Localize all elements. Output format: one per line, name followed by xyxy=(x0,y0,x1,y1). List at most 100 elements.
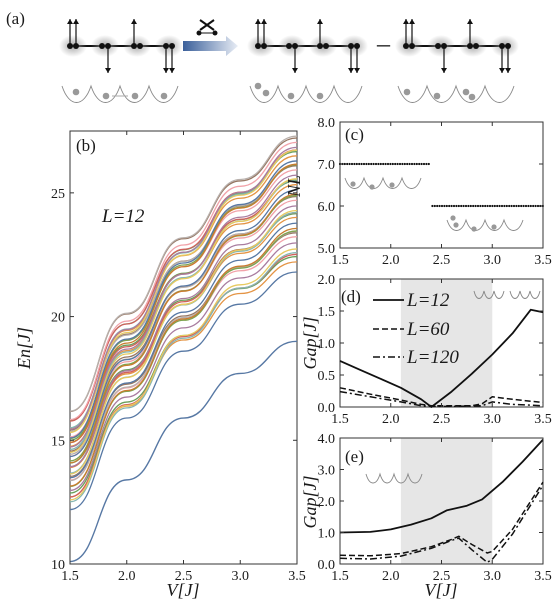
particle xyxy=(433,92,441,100)
energy-level-line xyxy=(69,209,298,475)
x-tick-label: 3.5 xyxy=(534,412,552,427)
nl-data-point xyxy=(488,204,492,208)
particle xyxy=(287,92,295,100)
nl-data-point xyxy=(448,204,451,208)
energy-level-line xyxy=(69,174,298,448)
nl-data-point xyxy=(431,204,434,208)
x-tick-label: 2.5 xyxy=(433,253,451,268)
energy-level-line xyxy=(69,146,298,430)
energy-level-line xyxy=(69,227,298,487)
x-tick-label: 3.0 xyxy=(232,569,250,584)
panel-d-label: (d) xyxy=(341,287,361,306)
gap-curve xyxy=(339,438,544,534)
x-tick-label: 3.5 xyxy=(534,253,552,268)
nl-data-point xyxy=(496,204,499,208)
spin-up-arrow-head xyxy=(67,19,73,24)
x-tick-label: 2.5 xyxy=(433,412,451,427)
nl-data-point xyxy=(410,162,414,166)
particle xyxy=(72,88,80,96)
inset-particle xyxy=(369,184,375,190)
nl-data-point xyxy=(391,162,394,166)
nl-data-point xyxy=(425,162,428,166)
nl-data-point xyxy=(379,162,382,166)
panel-b-energy-spectrum: (b) L=12 En[J] V[J] 1.5 2.0 2.5 3.0 3.5 10 15 2… xyxy=(14,130,306,600)
panel-e-label: (e) xyxy=(345,447,364,466)
panel-d-ylabel: Gap[J] xyxy=(300,317,320,370)
x-tick-label: 1.5 xyxy=(331,253,349,268)
spin-up-arrow-head xyxy=(255,19,261,24)
nl-data-point xyxy=(534,204,537,208)
nl-data-point xyxy=(420,162,423,166)
panel-b-frame xyxy=(69,130,298,565)
inset-particle xyxy=(471,226,477,232)
panel-c-particle-number: (c) NL 1.5 2.0 2.5 3.0 3.5 5.0 6.0 7.0 8.0 xyxy=(284,116,552,268)
legend-l12-label: L=12 xyxy=(406,290,450,311)
nl-data-point xyxy=(348,162,351,166)
nl-data-point xyxy=(386,162,390,166)
panel-d-shaded-region xyxy=(400,279,493,407)
nl-data-point xyxy=(512,204,516,208)
well-potential xyxy=(397,84,515,103)
cut-icon xyxy=(199,19,215,31)
x-tick-label: 3.0 xyxy=(484,412,502,427)
energy-level-line xyxy=(69,178,298,454)
particle xyxy=(468,93,476,101)
panel-d-legend: L=12 L=60 L=120 xyxy=(373,290,459,368)
nl-data-point xyxy=(436,204,439,208)
nl-data-point xyxy=(529,204,532,208)
inset-well-potential xyxy=(446,218,524,231)
y-tick-label: 1.5 xyxy=(318,305,336,320)
nl-data-point xyxy=(500,204,504,208)
spin-down-arrow-head xyxy=(354,68,360,73)
panel-c-series xyxy=(338,162,544,232)
nl-data-point xyxy=(498,204,501,208)
inset-well-potential xyxy=(509,290,541,299)
nl-data-point xyxy=(350,162,354,166)
spin-up-arrow-head xyxy=(467,19,473,24)
nl-data-point xyxy=(515,204,518,208)
spin-up-arrow-head xyxy=(403,19,409,24)
panel-e-gap: (e) Gap[J] V[J] 1.5 2.0 2.5 3.0 3.5 0.0 1.0 2.0… xyxy=(300,432,552,600)
nl-data-point xyxy=(520,204,523,208)
legend-l120-label: L=120 xyxy=(406,347,459,368)
panel-c-label: (c) xyxy=(345,125,364,144)
spin-up-arrow-head xyxy=(131,19,137,24)
nl-data-point xyxy=(479,204,482,208)
gap-curve xyxy=(339,308,544,408)
gap-curve xyxy=(339,387,544,407)
nl-data-point xyxy=(396,162,399,166)
energy-level-line xyxy=(69,242,298,492)
energy-level-line xyxy=(69,230,298,482)
x-tick-label: 3.5 xyxy=(534,569,552,584)
x-tick-label: 2.0 xyxy=(382,412,400,427)
nl-data-point xyxy=(464,204,468,208)
panel-b-annotation: L=12 xyxy=(101,206,145,227)
x-tick-label: 1.5 xyxy=(331,569,349,584)
nl-data-point xyxy=(503,204,506,208)
inset-particle xyxy=(450,215,456,221)
y-tick-label: 0.0 xyxy=(318,401,336,416)
x-tick-label: 3.5 xyxy=(288,569,306,584)
y-tick-label: 2.0 xyxy=(318,495,336,510)
nl-data-point xyxy=(522,204,525,208)
nl-data-point xyxy=(372,162,375,166)
nl-data-point xyxy=(370,162,373,166)
panel-a-label: (a) xyxy=(6,9,25,28)
nl-data-point xyxy=(524,204,528,208)
nl-data-point xyxy=(452,204,456,208)
energy-level-line xyxy=(69,135,298,412)
nl-data-point xyxy=(346,162,349,166)
inset-particle xyxy=(389,182,395,188)
spin-down-arrow-head xyxy=(348,68,354,73)
nl-data-point xyxy=(362,162,366,166)
energy-level-line xyxy=(69,271,298,511)
inset-well-potential xyxy=(365,472,423,484)
spin-site xyxy=(99,43,105,49)
energy-level-line xyxy=(69,193,298,464)
well-potential xyxy=(61,84,179,103)
nl-data-point xyxy=(472,204,475,208)
nl-data-point xyxy=(358,162,361,166)
nl-data-point xyxy=(484,204,487,208)
panel-c-ylabel: NL xyxy=(284,175,304,198)
nl-data-point xyxy=(438,204,441,208)
